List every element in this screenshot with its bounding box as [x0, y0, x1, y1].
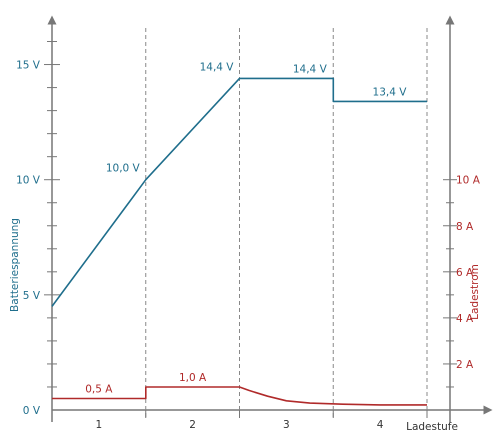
y-axis-title-left: Batteriespannung [9, 218, 21, 312]
series-line-current [52, 386, 427, 406]
series-line-voltage [51, 77, 427, 307]
y-tick-label-left: 15 V [16, 60, 41, 72]
axes-layer: 0 V 5 V 10 V 15 V 2 A 4 A 6 A 8 A 10 A 1 2 3 4 Ladest… [9, 15, 493, 433]
y-tick-label-right: 2 A [456, 359, 474, 371]
data-label: 10,0 V [106, 163, 141, 175]
x-tick-label: 2 [189, 419, 196, 431]
data-label: 13,4 V [373, 86, 408, 98]
y-tick-label-left: 5 V [23, 290, 41, 302]
labels-layer: 10,0 V 14,4 V 14,4 V 13,4 V 0,5 A 1,0 A [85, 61, 407, 395]
x-tick-label: 1 [96, 419, 103, 431]
y-tick-label-left: 10 V [16, 175, 41, 187]
data-label: 1,0 A [179, 372, 207, 384]
x-tick-label: 3 [283, 419, 290, 431]
x-tick-label: 4 [377, 419, 384, 431]
x-axis-title: Ladestufe [406, 421, 458, 433]
data-label: 0,5 A [85, 383, 113, 395]
y-tick-label-right: 4 A [456, 313, 474, 325]
data-label: 14,4 V [200, 61, 235, 73]
y-tick-label-right: 6 A [456, 267, 474, 279]
y-tick-label-right: 10 A [456, 175, 481, 187]
y-tick-label-right: 8 A [456, 221, 474, 233]
y-axis-title-right: Ladestrom [469, 264, 481, 320]
data-label: 14,4 V [293, 63, 328, 75]
y-tick-label-left: 0 V [23, 405, 41, 417]
series-layer [51, 77, 427, 406]
